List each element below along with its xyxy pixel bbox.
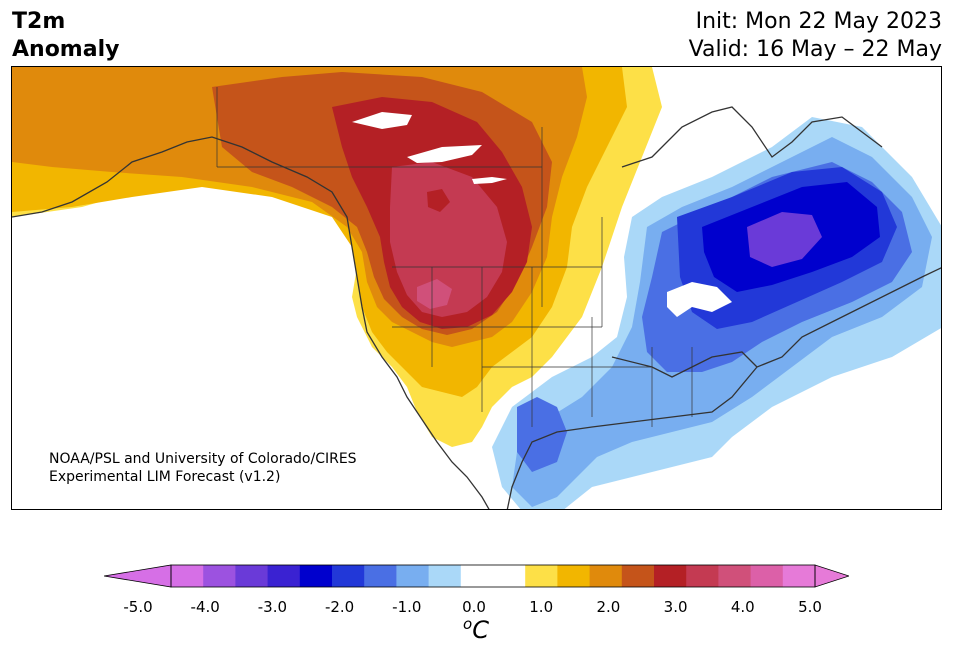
colorbar-segment: [557, 565, 591, 587]
colorbar-segment: [686, 565, 719, 587]
colorbar-segment: [621, 565, 655, 587]
colorbar-segment: [364, 565, 397, 587]
colorbar-under-arrow: [104, 564, 172, 588]
valid-date: Valid: 16 May – 22 May: [688, 37, 942, 62]
colorbar: [104, 564, 849, 588]
colorbar-segment: [332, 565, 365, 587]
colorbar-segment: [525, 565, 558, 587]
colorbar-tick-label: 2.0: [596, 598, 621, 616]
colorbar-segment: [396, 565, 430, 587]
great-lakes: [667, 282, 732, 317]
init-date: Init: Mon 22 May 2023: [695, 9, 942, 34]
title-line-1: T2m: [12, 9, 66, 34]
colorbar-tick-label: -1.0: [392, 598, 422, 616]
colorbar-segment: [493, 565, 526, 587]
colorbar-segment: [203, 565, 236, 587]
lake-shape-1: [352, 112, 412, 129]
colorbar-segment: [267, 565, 301, 587]
colorbar-segment: [428, 565, 462, 587]
colorbar-tick-label: 4.0: [730, 598, 755, 616]
forecast-dates: Init: Mon 22 May 2023 Valid: 16 May – 22…: [689, 8, 942, 64]
colorbar-tick-label: 5.0: [798, 598, 822, 616]
colorbar-segment: [460, 565, 494, 587]
colorbar-segment: [171, 565, 204, 587]
unit-superscript: o: [463, 615, 473, 633]
colorbar-frame: [170, 564, 816, 588]
colorbar-tick-label: 0.0: [462, 598, 486, 616]
coastline-outlines: [12, 106, 941, 509]
colorbar-segment: [782, 565, 816, 587]
credit-line-1: NOAA/PSL and University of Colorado/CIRE…: [49, 451, 357, 467]
colorbar-over-arrow: [814, 564, 849, 588]
colorbar-tick-label: 3.0: [663, 598, 688, 616]
anomaly-map: [11, 66, 942, 510]
warm-anomaly-3-5: [417, 279, 452, 309]
cool-anomaly-1-5-south: [517, 397, 567, 472]
colorbar-tick-label: -4.0: [190, 598, 220, 616]
cool-anomaly-3-0: [747, 212, 822, 267]
credit-line-2: Experimental LIM Forecast (v1.2): [49, 469, 281, 485]
colorbar-segment: [654, 565, 687, 587]
colorbar-segments: [171, 565, 816, 587]
colorbar-tick-label: 1.0: [529, 598, 554, 616]
lake-shape-2: [407, 145, 482, 163]
state-province-borders: [216, 87, 693, 427]
lake-shape-3: [472, 177, 507, 184]
warm-anomaly-3-0: [390, 162, 507, 317]
title-line-2: Anomaly: [12, 37, 120, 62]
colorbar-segment: [589, 565, 623, 587]
colorbar-unit-label: oC: [463, 615, 489, 644]
colorbar-tick-label: -2.0: [324, 598, 355, 616]
colorbar-segment: [235, 565, 269, 587]
colorbar-tick-label: -3.0: [257, 598, 288, 616]
colorbar-tick-label: -5.0: [123, 598, 153, 616]
anomaly-map-canvas: [12, 67, 941, 509]
unit-text: C: [472, 616, 489, 644]
warm-anomaly-3-5-b: [427, 189, 450, 212]
credit-text: NOAA/PSL and University of Colorado/CIRE…: [49, 450, 357, 486]
colorbar-segment: [750, 565, 784, 587]
colorbar-segment: [718, 565, 752, 587]
colorbar-segment: [299, 565, 333, 587]
map-title: T2m Anomaly: [12, 8, 119, 64]
